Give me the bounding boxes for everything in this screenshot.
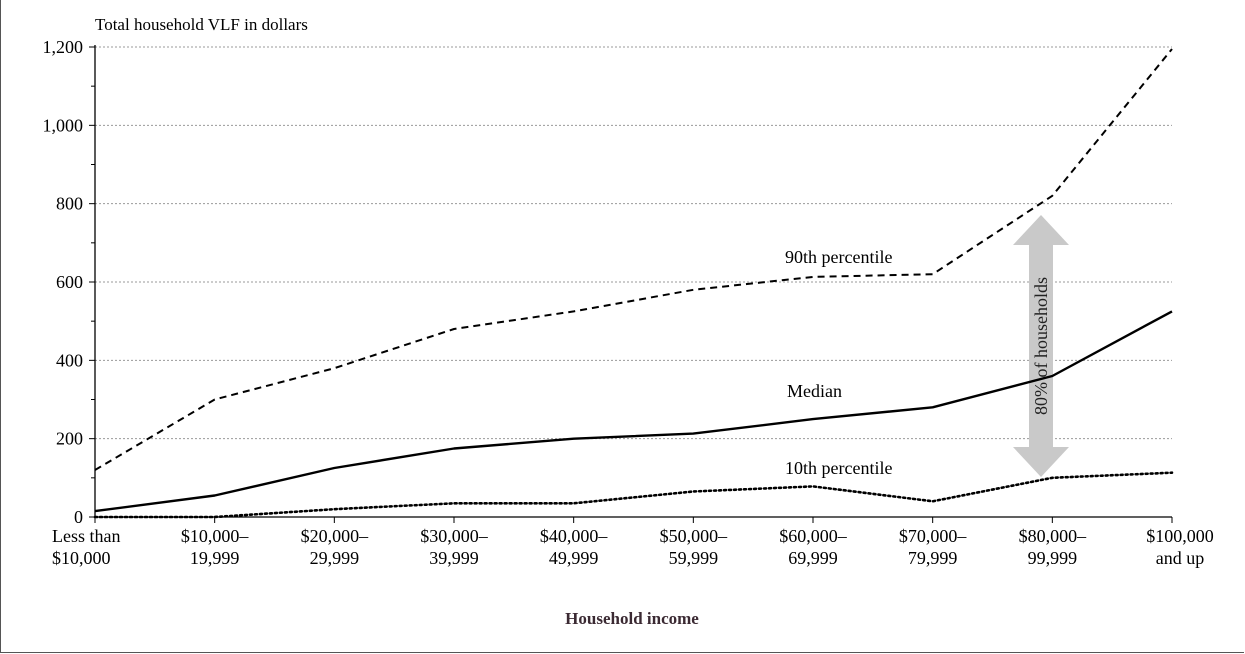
x-tick-label: $30,000– 39,999 — [420, 526, 489, 568]
y-tick-label: 800 — [56, 194, 83, 214]
percentile-band-annotation: 80% of households — [1013, 215, 1069, 477]
y-axis-ticks: 0 200 400 600 800 1,000 1,200 — [43, 37, 95, 527]
y-tick-label: 0 — [74, 507, 83, 527]
x-tick-label: Less than $10,000 — [52, 526, 120, 568]
series-label-median: Median — [787, 381, 842, 401]
series-labels: 90th percentile Median 10th percentile — [785, 247, 892, 478]
x-tick-label: $20,000– 29,999 — [301, 526, 370, 568]
x-tick-label: $70,000– 79,999 — [899, 526, 968, 568]
series-line-median — [94, 310, 1173, 513]
y-tick-label: 200 — [56, 429, 83, 449]
y-tick-label: 400 — [56, 350, 83, 370]
y-tick-label: 1,000 — [43, 115, 84, 135]
x-tick-label: $80,000– 99,999 — [1019, 526, 1088, 568]
series-label-10th-percentile: 10th percentile — [785, 458, 892, 478]
x-tick-label: $10,000– 19,999 — [181, 526, 250, 568]
y-tick-label: 1,200 — [43, 37, 84, 57]
series-label-90th-percentile: 90th percentile — [785, 247, 892, 267]
y-tick-label: 600 — [56, 272, 83, 292]
axes — [94, 45, 1172, 518]
x-tick-label: $60,000– 69,999 — [779, 526, 848, 568]
x-axis-ticks: Less than $10,000 $10,000– 19,999 $20,000– 29… — [52, 517, 1214, 568]
x-tick-label: $50,000– 59,999 — [660, 526, 729, 568]
band-annotation-label: 80% of households — [1031, 277, 1051, 415]
series-line-10th-percentile — [93, 471, 1174, 519]
gridlines — [95, 46, 1172, 440]
double-arrow-shape — [1013, 215, 1069, 477]
series-lines — [93, 48, 1174, 519]
x-tick-label: $40,000– 49,999 — [540, 526, 609, 568]
x-axis-label: Household income — [565, 609, 699, 628]
x-tick-label: $100,000 and up — [1146, 526, 1214, 568]
chart-title: Total household VLF in dollars — [95, 15, 308, 34]
series-line-90th-percentile — [94, 48, 1173, 471]
